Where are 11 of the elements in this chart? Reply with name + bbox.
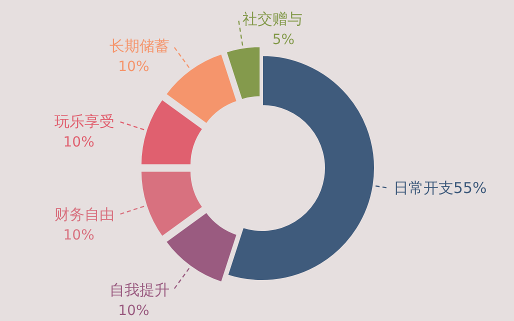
data-label: 10% bbox=[63, 228, 94, 244]
data-label: 10% bbox=[118, 58, 150, 75]
slice-label: 玩乐享受 bbox=[54, 112, 114, 130]
slice-label: 日常开支55% bbox=[393, 179, 487, 198]
data-label: 10% bbox=[118, 303, 150, 320]
data-label: 5% bbox=[272, 32, 295, 48]
data-label: 10% bbox=[63, 134, 94, 150]
slice-label: 自我提升 bbox=[109, 281, 170, 300]
slice-label: 财务自由 bbox=[54, 206, 114, 224]
slice-label: 长期储蓄 bbox=[109, 36, 170, 55]
slice-label: 社交赠与 bbox=[242, 10, 302, 28]
